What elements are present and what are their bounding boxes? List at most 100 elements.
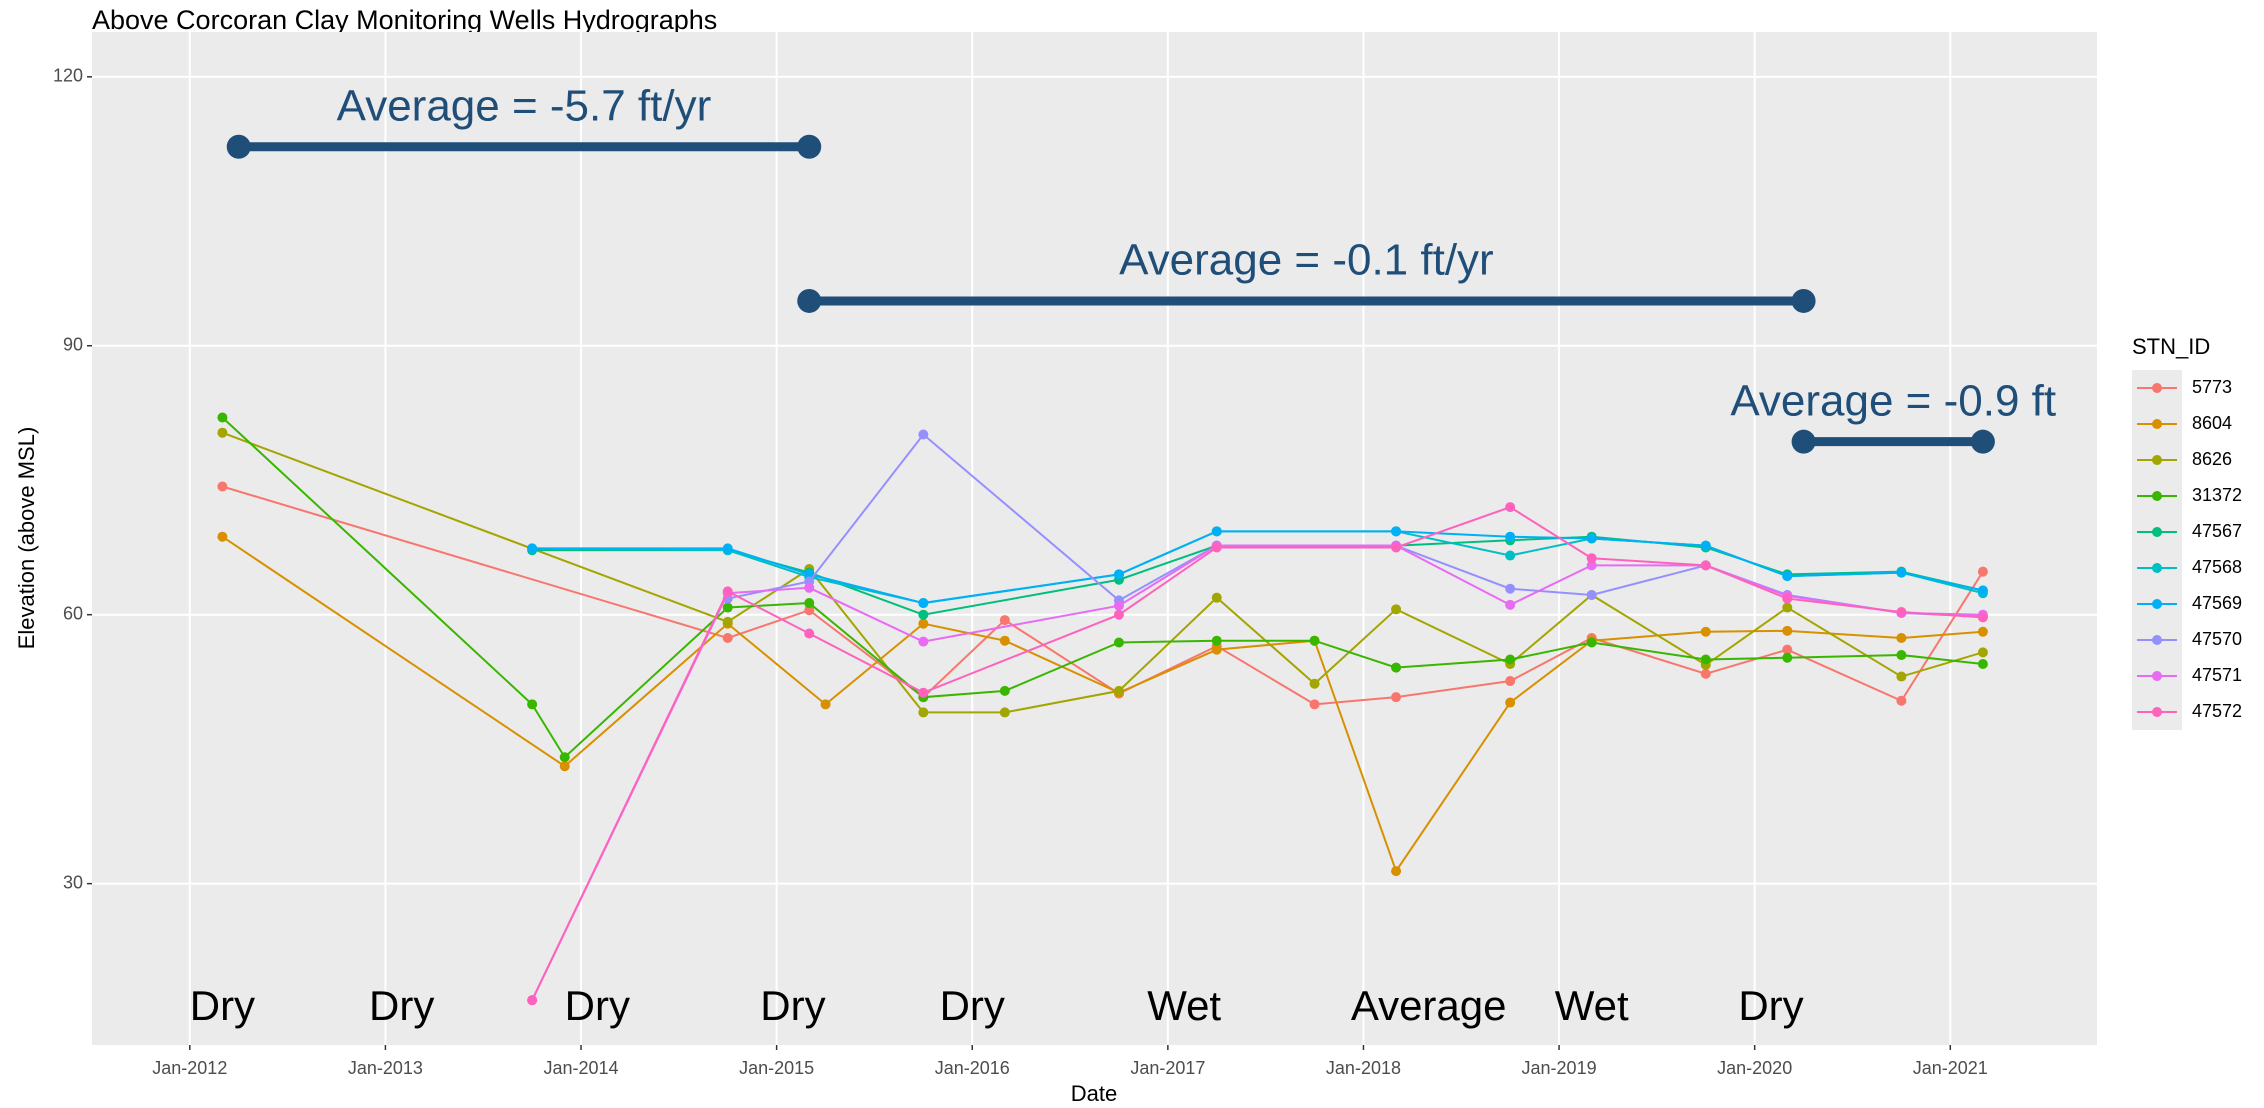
x-tick-label: Jan-2012 <box>152 1058 227 1078</box>
data-point <box>918 687 929 698</box>
data-point <box>1113 685 1124 696</box>
data-point <box>1586 560 1597 571</box>
x-tick-label: Jan-2018 <box>1326 1058 1401 1078</box>
data-point <box>722 586 733 597</box>
x-tick-label: Jan-2016 <box>935 1058 1010 1078</box>
data-point <box>1505 583 1516 594</box>
data-point <box>1211 635 1222 646</box>
data-point <box>1505 599 1516 610</box>
annotation-endpoint <box>1791 429 1816 454</box>
data-point <box>217 427 228 438</box>
x-tick-label: Jan-2019 <box>1522 1058 1597 1078</box>
period-label: Dry <box>1738 982 1803 1029</box>
data-point <box>918 429 929 440</box>
data-point <box>1391 662 1402 673</box>
period-label: Wet <box>1555 982 1629 1029</box>
legend-label: 47569 <box>2192 593 2242 613</box>
data-point <box>1896 607 1907 618</box>
data-point <box>999 685 1010 696</box>
chart-title: Above Corcoran Clay Monitoring Wells Hyd… <box>92 5 717 35</box>
legend-key-point <box>2152 383 2162 393</box>
data-point <box>527 699 538 710</box>
data-point <box>1977 566 1988 577</box>
data-point <box>1700 654 1711 665</box>
data-point <box>1896 671 1907 682</box>
x-tick-label: Jan-2017 <box>1130 1058 1205 1078</box>
data-point <box>1211 526 1222 537</box>
data-point <box>1782 593 1793 604</box>
legend-key-point <box>2152 671 2162 681</box>
series-line <box>221 535 1983 874</box>
data-point <box>918 707 929 718</box>
data-point <box>217 531 228 542</box>
data-point <box>722 602 733 613</box>
data-point <box>1211 644 1222 655</box>
data-point <box>1977 659 1988 670</box>
data-point <box>1977 612 1988 623</box>
data-point <box>804 598 815 609</box>
data-point <box>527 995 538 1006</box>
data-point <box>1896 567 1907 578</box>
y-axis-label: Elevation (above MSL) <box>14 427 39 650</box>
y-tick-label: 90 <box>63 335 83 355</box>
data-point <box>217 481 228 492</box>
data-point <box>820 699 831 710</box>
legend-label: 47572 <box>2192 701 2242 721</box>
legend-label: 8604 <box>2192 413 2232 433</box>
data-point <box>1782 625 1793 636</box>
data-point <box>918 609 929 620</box>
data-point <box>804 605 815 616</box>
legend-key-point <box>2152 491 2162 501</box>
data-point <box>999 707 1010 718</box>
plot-panel <box>92 32 2097 1045</box>
data-point <box>1505 550 1516 561</box>
data-point <box>217 412 228 423</box>
period-label: Average <box>1351 982 1507 1029</box>
data-point <box>1391 604 1402 615</box>
data-point <box>1505 676 1516 687</box>
legend-key-point <box>2152 527 2162 537</box>
data-point <box>1586 589 1597 600</box>
annotation-endpoint <box>226 134 251 159</box>
legend-key-point <box>2152 455 2162 465</box>
data-point <box>918 598 929 609</box>
data-point <box>722 543 733 554</box>
data-point <box>527 543 538 554</box>
data-point <box>1309 635 1320 646</box>
data-point <box>1505 502 1516 513</box>
data-point <box>1700 668 1711 679</box>
data-point <box>1977 647 1988 658</box>
annotation-endpoint <box>1970 429 1995 454</box>
legend-label: 8626 <box>2192 449 2232 469</box>
data-point <box>1211 542 1222 553</box>
data-point <box>918 618 929 629</box>
period-label: Dry <box>565 982 630 1029</box>
legend-label: 47568 <box>2192 557 2242 577</box>
x-tick-label: Jan-2014 <box>543 1058 618 1078</box>
data-point <box>722 616 733 627</box>
legend-label: 31372 <box>2192 485 2242 505</box>
data-point <box>1113 600 1124 611</box>
data-point <box>1211 592 1222 603</box>
annotation-endpoint <box>797 134 822 159</box>
data-point <box>1782 644 1793 655</box>
data-point <box>1896 695 1907 706</box>
data-point <box>1586 637 1597 648</box>
data-point <box>1113 609 1124 620</box>
legend-label: 47567 <box>2192 521 2242 541</box>
period-label: Dry <box>369 982 434 1029</box>
period-label: Dry <box>760 982 825 1029</box>
data-point <box>999 615 1010 626</box>
data-point <box>1977 585 1988 596</box>
data-point <box>1782 652 1793 663</box>
data-point <box>1505 531 1516 542</box>
data-point <box>559 752 570 763</box>
period-label: Wet <box>1147 982 1221 1029</box>
y-tick-label: 120 <box>53 66 83 86</box>
legend-key-point <box>2152 599 2162 609</box>
data-point <box>804 628 815 639</box>
legend-label: 5773 <box>2192 377 2232 397</box>
legend-background <box>2132 370 2182 730</box>
